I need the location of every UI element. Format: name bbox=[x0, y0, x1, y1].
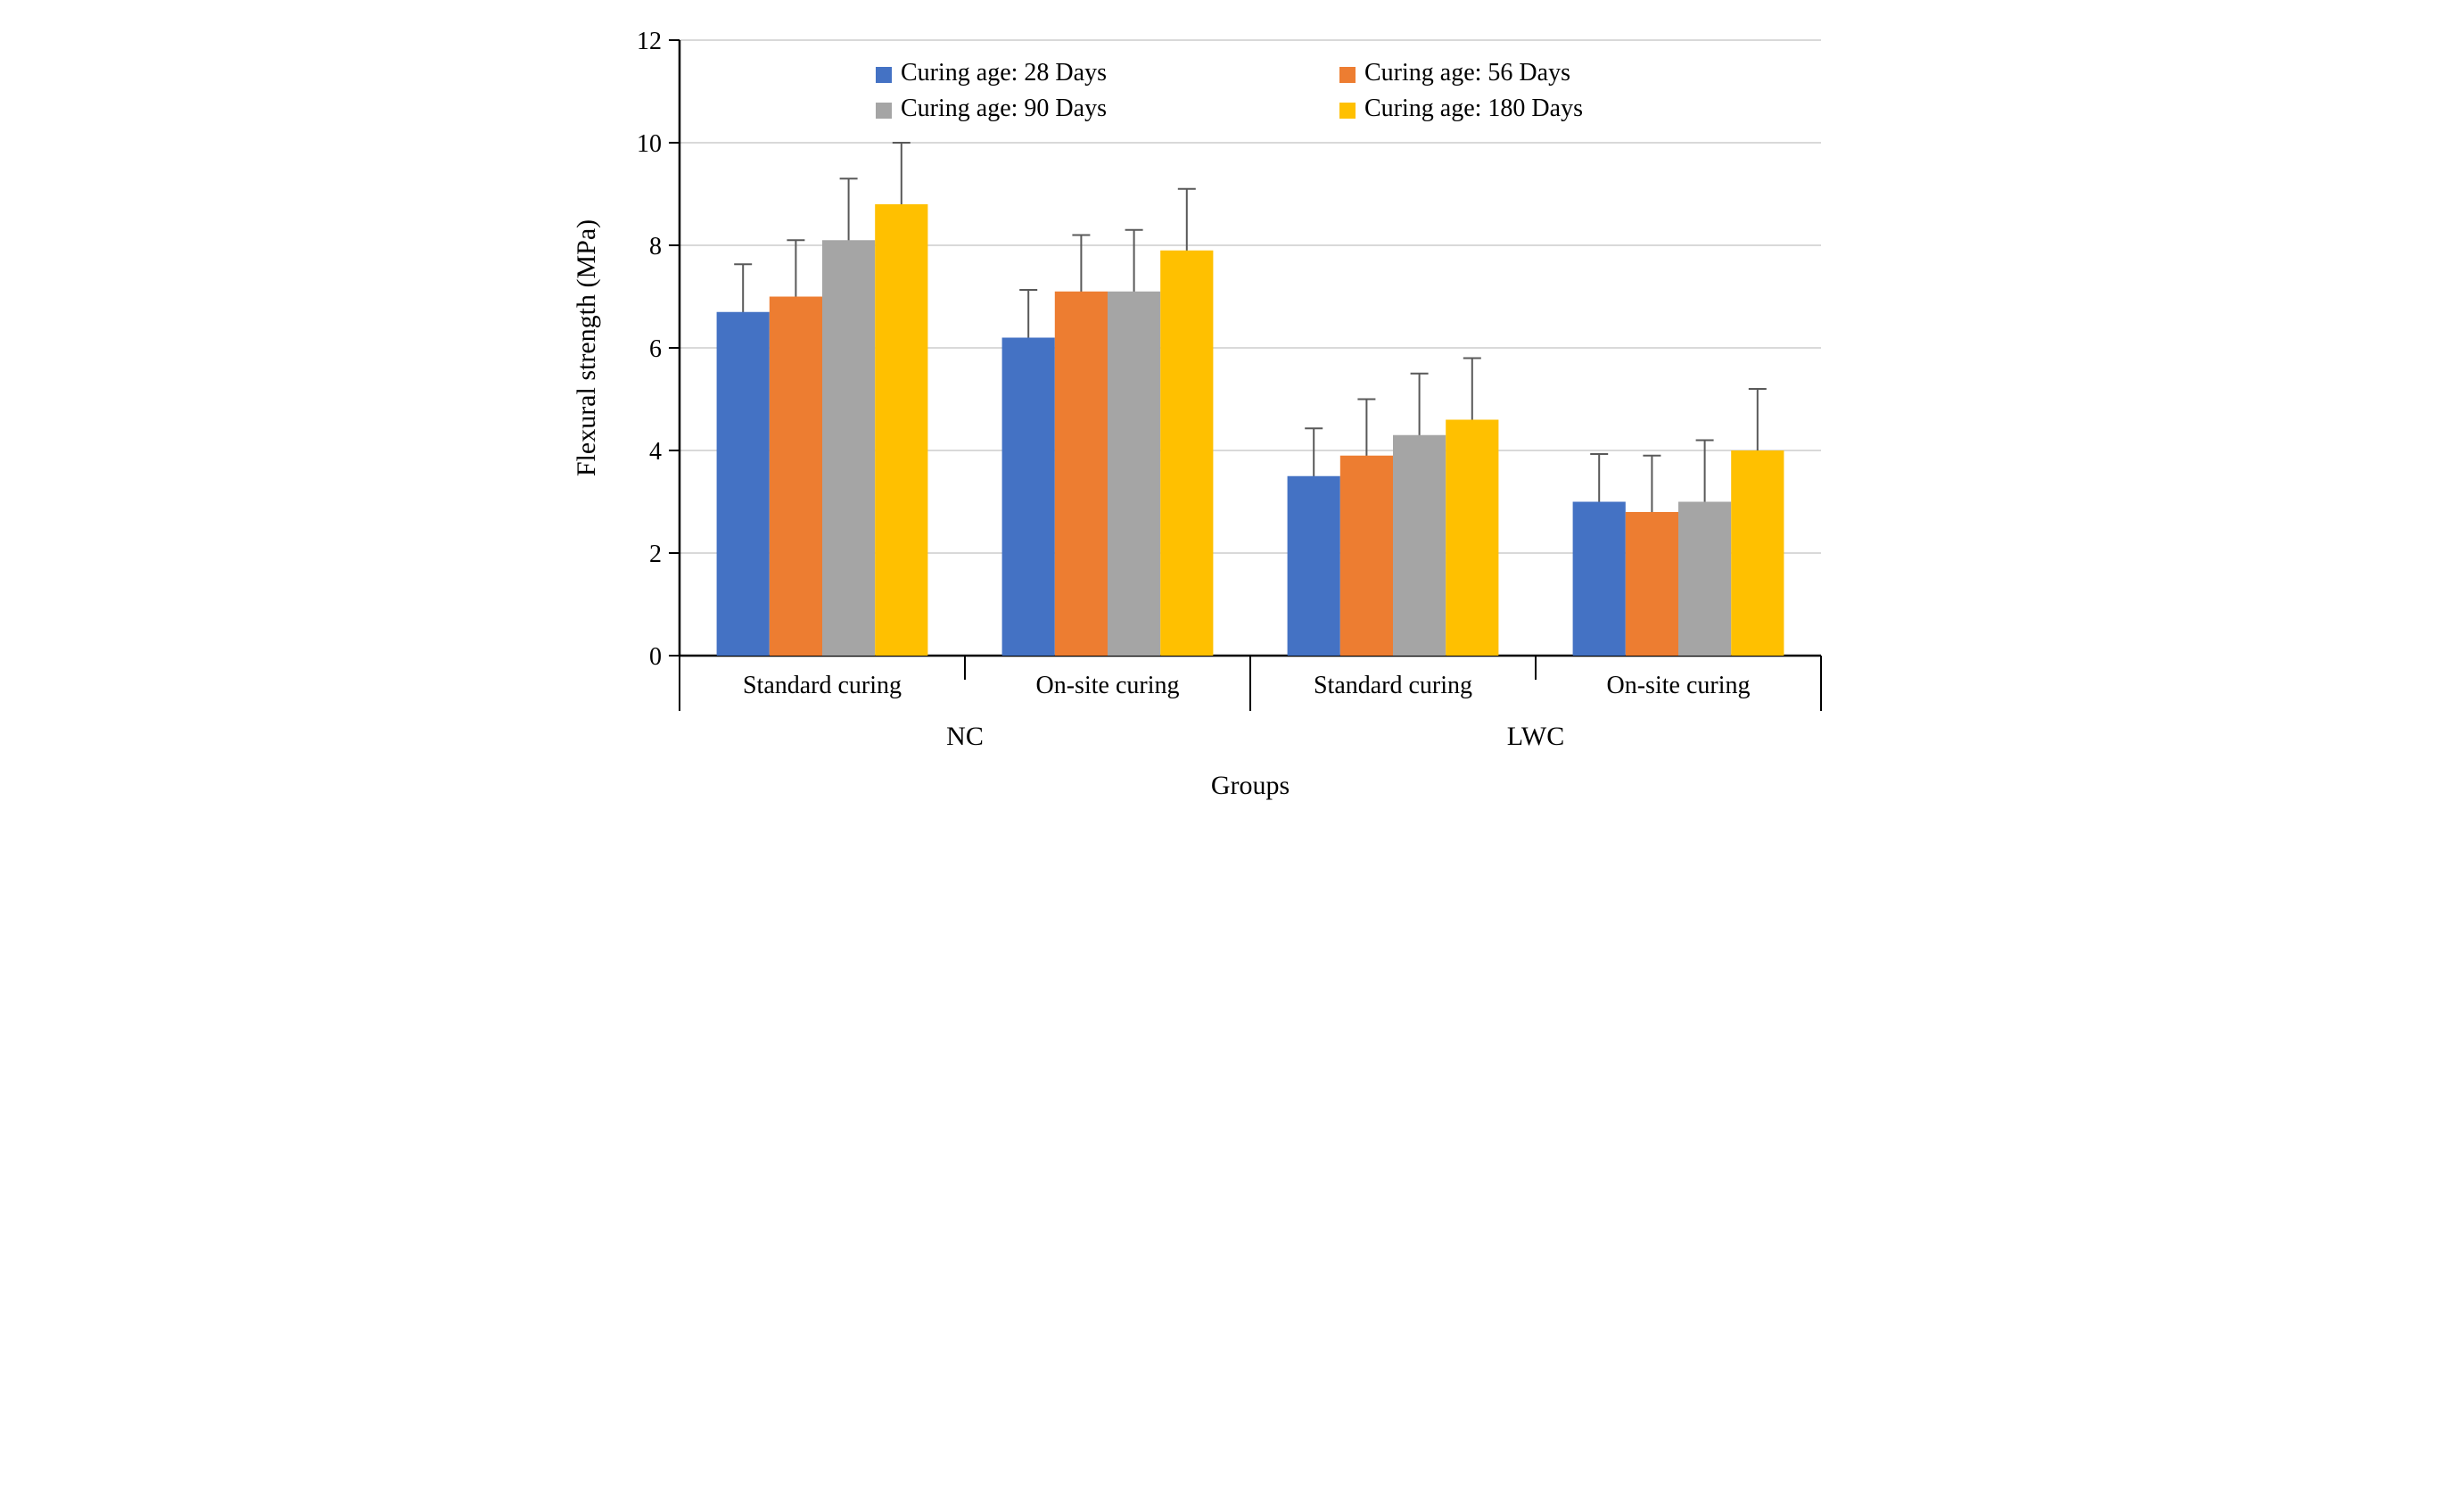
category-label: Standard curing bbox=[742, 672, 901, 699]
category-label: On-site curing bbox=[1035, 672, 1179, 699]
y-axis-title: Flexural strength (MPa) bbox=[572, 219, 601, 476]
bar bbox=[1731, 450, 1784, 656]
bar bbox=[1678, 502, 1731, 657]
group-label: NC bbox=[946, 722, 984, 751]
bar bbox=[716, 312, 769, 656]
bar bbox=[822, 240, 875, 656]
bar bbox=[1446, 420, 1498, 657]
y-tick-label: 10 bbox=[637, 130, 662, 158]
y-tick-label: 2 bbox=[649, 541, 662, 568]
y-tick-label: 8 bbox=[649, 233, 662, 260]
group-label: LWC bbox=[1506, 722, 1563, 751]
y-tick-label: 12 bbox=[637, 28, 662, 55]
legend-label: Curing age: 28 Days bbox=[901, 59, 1107, 87]
y-tick-label: 4 bbox=[649, 438, 662, 466]
chart-container: 0 2 4 6 8 10 12 Flexural strength (MPa) Standard… bbox=[555, 18, 1910, 856]
bar bbox=[1339, 456, 1392, 656]
bar bbox=[1108, 292, 1160, 656]
y-tick-label: 0 bbox=[649, 643, 662, 671]
bar bbox=[1572, 502, 1625, 657]
legend-swatch bbox=[876, 103, 892, 119]
x-axis-title: Groups bbox=[1210, 771, 1289, 800]
category-label: On-site curing bbox=[1606, 672, 1750, 699]
bar bbox=[1054, 292, 1107, 656]
y-tick-label: 6 bbox=[649, 335, 662, 363]
bar bbox=[1001, 338, 1054, 657]
bar-chart-svg: 0 2 4 6 8 10 12 Flexural strength (MPa) Standard… bbox=[555, 18, 1910, 856]
bar bbox=[1393, 435, 1446, 656]
category-label: Standard curing bbox=[1313, 672, 1471, 699]
bar bbox=[1625, 512, 1677, 656]
legend-label: Curing age: 90 Days bbox=[901, 95, 1107, 122]
bar bbox=[875, 204, 927, 656]
legend-swatch bbox=[876, 67, 892, 83]
legend-label: Curing age: 56 Days bbox=[1364, 59, 1570, 87]
legend-swatch bbox=[1339, 103, 1356, 119]
legend-label: Curing age: 180 Days bbox=[1364, 95, 1583, 122]
bar bbox=[769, 297, 821, 657]
legend-swatch bbox=[1339, 67, 1356, 83]
bar bbox=[1287, 476, 1339, 656]
bar bbox=[1160, 251, 1213, 656]
